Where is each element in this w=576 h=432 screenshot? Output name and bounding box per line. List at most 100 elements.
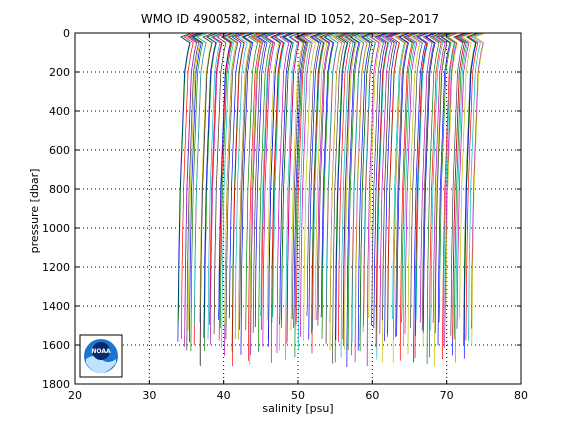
salinity-profile-line <box>419 32 434 323</box>
salinity-profile-line <box>312 32 327 330</box>
salinity-profile-line <box>402 32 417 345</box>
salinity-profile-line <box>325 32 340 344</box>
salinity-profile-line <box>455 32 470 363</box>
salinity-profile-line <box>426 32 441 365</box>
salinity-profile-line <box>329 32 344 351</box>
salinity-profile-line <box>430 32 445 331</box>
salinity-profile-line <box>443 32 457 344</box>
salinity-profile-line <box>285 32 300 361</box>
salinity-profile-line <box>396 32 411 337</box>
salinity-profile-line <box>186 32 201 351</box>
salinity-profile-line <box>209 32 224 325</box>
salinity-profile-line <box>260 32 275 317</box>
salinity-profile-line <box>209 32 224 345</box>
salinity-profile-line <box>450 32 465 336</box>
salinity-profile-line <box>317 32 332 326</box>
salinity-profile-line <box>415 32 430 321</box>
salinity-profile-line <box>177 32 192 322</box>
x-tick-label: 60 <box>365 389 379 402</box>
salinity-profile-line <box>334 32 349 363</box>
salinity-profile-line <box>463 32 478 345</box>
salinity-profile-line <box>371 32 386 326</box>
salinity-profile-line <box>453 32 468 340</box>
salinity-profile-line <box>293 32 308 328</box>
salinity-profile-line <box>437 32 452 346</box>
salinity-profile-line <box>306 32 321 317</box>
salinity-profile-line <box>459 32 473 319</box>
salinity-profile-line <box>286 32 301 342</box>
salinity-profile-line <box>401 32 416 323</box>
salinity-profile-line <box>414 32 429 358</box>
salinity-profile-line <box>382 32 396 321</box>
chart-title: WMO ID 4900582, internal ID 1052, 20–Sep… <box>141 12 439 26</box>
profiles <box>177 32 486 367</box>
salinity-profile-line <box>340 32 355 358</box>
logo-text: NOAA <box>91 348 111 355</box>
salinity-profile-line <box>346 32 361 367</box>
salinity-profile-line <box>298 32 312 349</box>
salinity-profile-line <box>321 32 336 339</box>
salinity-profile-line <box>225 32 240 340</box>
salinity-profile-line <box>347 32 362 351</box>
salinity-profile-line <box>395 32 410 338</box>
salinity-profile-line <box>320 32 335 318</box>
salinity-profile-line <box>187 32 202 331</box>
salinity-profile-line <box>332 32 347 364</box>
salinity-profile-line <box>239 32 254 330</box>
y-tick-label: 1600 <box>42 339 70 352</box>
salinity-profile-line <box>266 32 281 321</box>
y-tick-label: 400 <box>49 105 70 118</box>
salinity-profile-line <box>468 32 483 342</box>
salinity-profile-line <box>279 32 294 325</box>
salinity-profile-line <box>376 32 391 360</box>
salinity-profile-line <box>262 32 277 347</box>
y-axis-label: pressure [dbar] <box>28 169 41 254</box>
salinity-profile-line <box>404 32 419 334</box>
salinity-profile-line <box>386 32 401 334</box>
salinity-profile-line <box>268 32 283 347</box>
salinity-profile-line <box>258 32 273 352</box>
salinity-profile-line <box>204 32 219 352</box>
salinity-profile-line <box>407 32 422 355</box>
y-tick-label: 200 <box>49 66 70 79</box>
salinity-profile-line <box>337 32 352 343</box>
salinity-profile-line <box>218 32 233 341</box>
y-tick-label: 1200 <box>42 261 70 274</box>
salinity-profile-line <box>290 32 305 331</box>
salinity-profile-line <box>444 32 459 348</box>
y-tick-label: 1800 <box>42 378 70 391</box>
salinity-profile-line <box>429 32 443 358</box>
salinity-profile-line <box>245 32 260 331</box>
salinity-profile-line <box>442 32 457 360</box>
salinity-profile-line <box>193 32 208 326</box>
salinity-profile-line <box>359 32 374 352</box>
y-tick-label: 0 <box>63 27 70 40</box>
salinity-profile-line <box>291 32 306 320</box>
salinity-profile-line <box>281 32 295 321</box>
salinity-profile-line <box>228 32 243 319</box>
salinity-profile-line <box>413 32 428 363</box>
salinity-profile-line <box>238 32 253 340</box>
salinity-profile-line <box>261 32 275 330</box>
salinity-profile-line <box>272 32 287 318</box>
salinity-profile-line <box>445 32 459 321</box>
salinity-profile-line <box>344 32 358 350</box>
salinity-profile-line <box>250 32 265 356</box>
salinity-profile-line <box>465 32 480 341</box>
salinity-profile-line <box>456 32 471 329</box>
salinity-profile-line <box>254 32 269 328</box>
salinity-profile-line <box>294 32 309 358</box>
x-tick-label: 30 <box>142 389 156 402</box>
salinity-profile-line <box>270 32 285 363</box>
salinity-profile-line <box>248 32 262 361</box>
salinity-profile-line <box>219 32 234 329</box>
salinity-profile-line <box>189 32 203 343</box>
x-axis-label: salinity [psu] <box>262 402 333 415</box>
salinity-profile-line <box>184 32 199 347</box>
salinity-profile-line <box>366 32 381 367</box>
salinity-profile-line <box>213 32 228 335</box>
salinity-profile-line <box>434 32 449 334</box>
salinity-profile-line <box>351 32 366 343</box>
x-tick-label: 80 <box>514 389 528 402</box>
